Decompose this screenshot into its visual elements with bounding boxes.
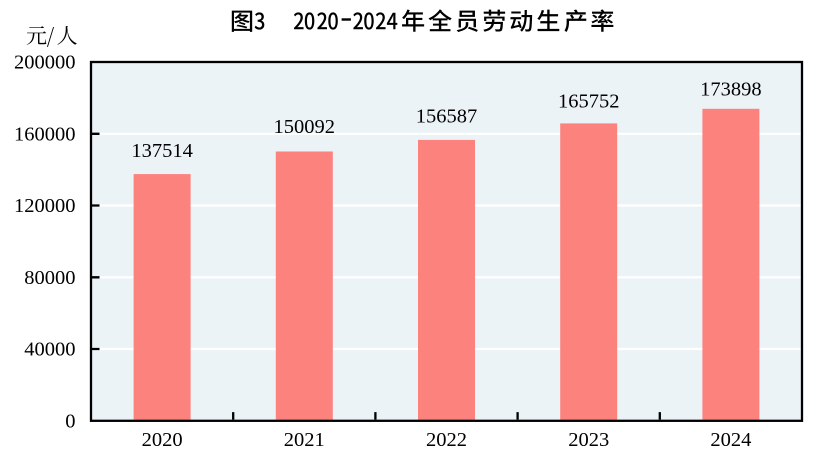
svg-text:165752: 165752	[558, 91, 620, 113]
svg-text:2021: 2021	[284, 429, 325, 451]
svg-text:150092: 150092	[274, 116, 336, 138]
svg-text:2023: 2023	[568, 429, 609, 451]
svg-text:40000: 40000	[24, 339, 75, 361]
svg-text:173898: 173898	[700, 78, 762, 100]
svg-text:2022: 2022	[426, 429, 467, 451]
svg-text:200000: 200000	[14, 52, 76, 74]
svg-text:156587: 156587	[416, 106, 478, 128]
svg-text:120000: 120000	[14, 195, 76, 217]
svg-text:2024: 2024	[710, 429, 751, 451]
svg-text:137514: 137514	[131, 140, 193, 162]
svg-text:80000: 80000	[24, 267, 75, 289]
svg-text:0: 0	[65, 411, 75, 433]
svg-text:2020: 2020	[142, 429, 183, 451]
svg-text:160000: 160000	[14, 124, 76, 146]
